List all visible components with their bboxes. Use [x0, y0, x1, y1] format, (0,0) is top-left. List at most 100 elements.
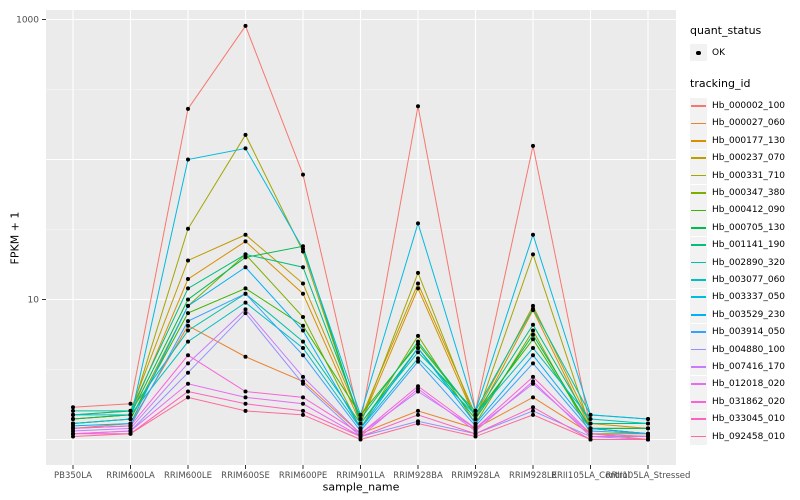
legend-key-swatch	[690, 219, 707, 237]
data-point	[243, 395, 248, 400]
legend-title-quant-status: quant_status	[690, 24, 762, 37]
data-point	[186, 258, 190, 263]
legend-line-icon	[691, 279, 706, 281]
data-point	[301, 401, 305, 406]
legend-line-icon	[691, 348, 706, 351]
legend-line-icon	[691, 400, 706, 403]
legend-entry-label: Hb_003337_050	[712, 292, 786, 303]
data-point	[646, 434, 650, 439]
data-point	[416, 421, 420, 426]
y-tick-label: 10	[28, 296, 40, 306]
data-point	[186, 311, 190, 316]
data-point	[186, 297, 190, 302]
x-tick-label: RRII105LA_Control	[551, 471, 630, 481]
legend-key-swatch	[690, 149, 707, 167]
legend-entry-label: OK	[712, 47, 725, 58]
legend-line-icon	[691, 209, 706, 212]
data-point	[588, 434, 593, 439]
data-point	[71, 417, 75, 422]
data-point	[531, 332, 535, 337]
data-point	[531, 412, 535, 417]
legend-key-swatch	[690, 341, 707, 359]
data-point	[531, 252, 535, 257]
legend-key-swatch	[690, 132, 707, 150]
legend-key-swatch	[690, 184, 707, 202]
legend-entry-label: Hb_003077_060	[712, 274, 786, 285]
data-point	[71, 434, 75, 439]
data-point	[588, 431, 593, 436]
data-point	[473, 417, 478, 422]
data-point	[531, 346, 535, 351]
data-point	[71, 412, 75, 417]
data-point	[358, 417, 363, 422]
data-point	[186, 106, 190, 111]
data-point	[301, 265, 305, 270]
data-point	[358, 437, 363, 442]
data-point	[531, 395, 535, 400]
data-point	[646, 417, 650, 422]
data-point	[128, 401, 133, 406]
data-point	[531, 408, 535, 413]
legend-entry-tracking-id: Hb_033045_010	[690, 410, 800, 428]
data-point	[186, 277, 190, 282]
data-point	[301, 381, 305, 386]
legend-section-tracking-id: tracking_id Hb_000002_100 Hb_000027_060 Hb…	[690, 77, 800, 445]
legend-key-swatch	[690, 97, 707, 115]
x-tick-label: RRIM928LE	[509, 471, 557, 481]
x-axis-title: sample_name	[322, 480, 400, 494]
data-point	[128, 431, 133, 436]
data-point	[186, 361, 190, 366]
legend-line-icon	[691, 418, 706, 420]
legend-entry-tracking-id: Hb_000002_100	[690, 97, 800, 115]
legend-entry-label: Hb_002890_320	[712, 257, 786, 268]
data-point	[243, 239, 248, 244]
data-point	[301, 408, 305, 413]
data-point	[301, 281, 305, 286]
legend-entry-label: Hb_000705_130	[712, 222, 786, 233]
legend-entry-label: Hb_000331_710	[712, 170, 786, 181]
legend-key-swatch	[690, 254, 707, 272]
ok-point-icon	[696, 50, 701, 55]
legend-entry-ok: OK	[690, 44, 800, 62]
legend-title-tracking-id: tracking_id	[690, 77, 751, 91]
data-point	[531, 303, 535, 308]
data-point	[243, 132, 248, 137]
data-point	[243, 291, 248, 296]
legend-entry-tracking-id: Hb_002890_320	[690, 254, 800, 272]
data-point	[186, 226, 190, 231]
legend-key-swatch	[690, 271, 707, 289]
data-point	[243, 252, 248, 257]
x-tick-label: RRIM600PE	[279, 471, 327, 481]
legend-entry-tracking-id: Hb_003337_050	[690, 288, 800, 306]
legend-entry-tracking-id: Hb_003077_060	[690, 271, 800, 289]
data-point	[71, 408, 75, 413]
data-point	[416, 281, 420, 286]
data-point	[301, 412, 305, 417]
data-point	[301, 395, 305, 400]
legend-entry-tracking-id: Hb_000237_070	[690, 149, 800, 167]
data-point	[186, 303, 190, 308]
data-point	[301, 291, 305, 296]
legend-entry-tracking-id: Hb_000177_130	[690, 132, 800, 150]
data-point	[301, 353, 305, 358]
data-point	[531, 337, 535, 342]
data-point	[416, 359, 420, 364]
x-tick-label: RRIM928LA	[451, 471, 500, 481]
legend-key-swatch	[690, 306, 707, 324]
data-point	[301, 172, 305, 177]
data-point	[416, 286, 420, 291]
data-point	[473, 412, 478, 417]
legend-entry-label: Hb_004880_100	[712, 344, 786, 355]
legend-entry-label: Hb_092458_010	[712, 431, 786, 442]
legend-line-icon	[691, 313, 706, 316]
data-point	[243, 307, 248, 312]
legend: quant_status OK tracking_id Hb_000002_10…	[690, 24, 800, 461]
x-tick-label: RRIM600LA	[106, 471, 155, 481]
data-point	[416, 270, 420, 275]
data-point	[416, 356, 420, 361]
legend-key-swatch	[690, 236, 707, 254]
legend-entry-label: Hb_000002_100	[712, 101, 786, 112]
data-point	[358, 431, 363, 436]
data-point	[301, 328, 305, 333]
legend-entry-label: Hb_000177_130	[712, 135, 786, 146]
